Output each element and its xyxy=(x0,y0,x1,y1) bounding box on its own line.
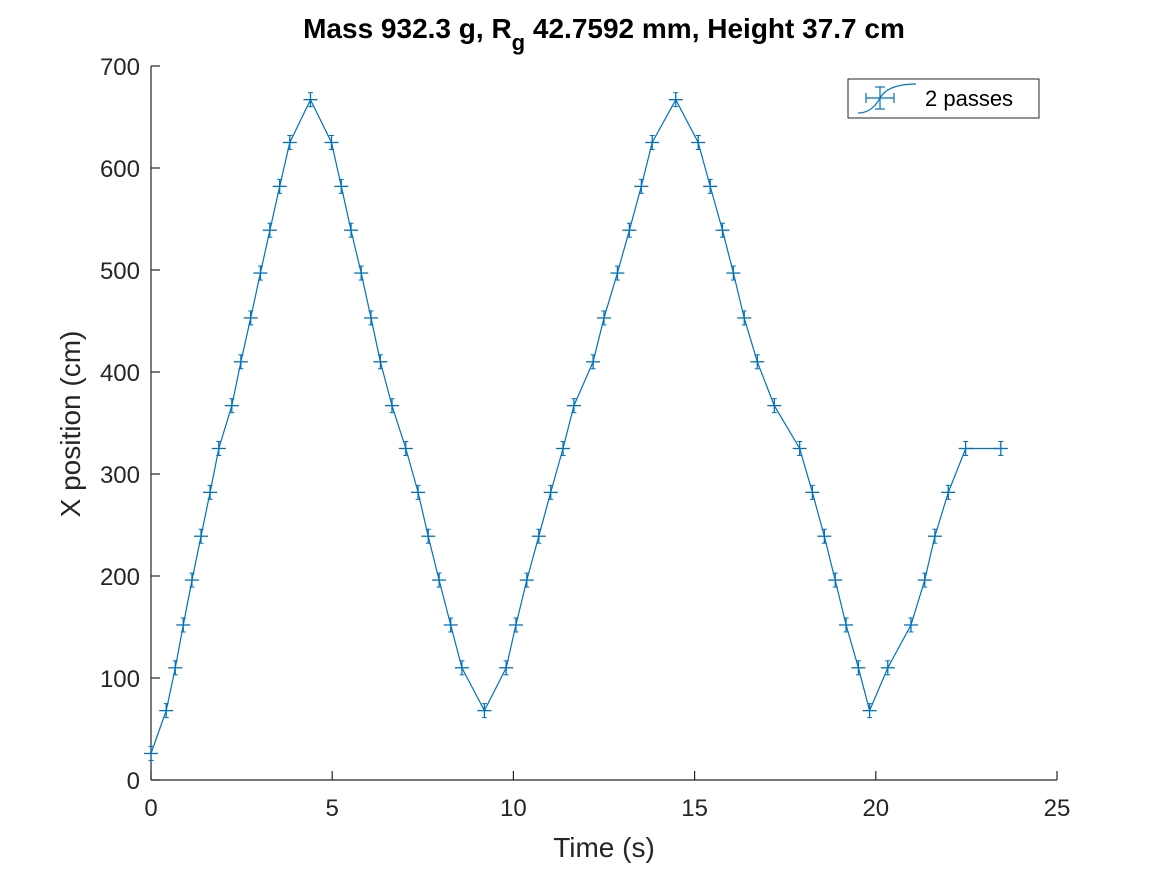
data-point xyxy=(344,222,359,238)
data-point xyxy=(726,265,741,281)
data-point xyxy=(531,528,546,544)
data-point xyxy=(556,441,571,456)
data-point xyxy=(862,703,877,719)
data-point xyxy=(373,354,388,370)
data-point xyxy=(398,441,413,456)
data-point xyxy=(411,484,426,500)
data-point xyxy=(917,572,932,588)
y-tick-label: 300 xyxy=(100,462,140,489)
data-point xyxy=(691,135,706,150)
data-point xyxy=(334,178,349,194)
data-point xyxy=(645,135,660,150)
chart-title: Mass 932.3 g, Rg 42.7592 mm, Height 37.7… xyxy=(303,13,905,55)
data-point xyxy=(253,265,268,281)
data-point xyxy=(941,484,956,500)
data-point xyxy=(363,310,378,326)
data-point xyxy=(817,528,832,544)
data-point xyxy=(477,703,492,719)
data-point xyxy=(805,484,820,500)
data-point xyxy=(519,572,534,588)
data-point xyxy=(839,617,854,633)
data-point xyxy=(144,745,158,761)
data-point xyxy=(168,660,183,676)
data-point xyxy=(194,528,209,544)
data-point xyxy=(272,178,287,194)
data-point xyxy=(792,441,807,456)
data-point xyxy=(384,398,399,414)
data-point xyxy=(927,528,942,544)
data-point xyxy=(828,572,843,588)
x-tick-label: 5 xyxy=(326,795,339,822)
data-point xyxy=(543,484,558,500)
data-point xyxy=(880,660,895,676)
x-tick-label: 25 xyxy=(1044,795,1071,822)
data-point xyxy=(282,135,297,150)
data-point xyxy=(243,310,258,326)
y-ticks: 0 100 200 300 400 500 600 700 xyxy=(100,54,160,795)
y-axis-label: X position (cm) xyxy=(55,331,86,518)
legend: 2 passes xyxy=(847,78,1040,119)
y-tick-label: 0 xyxy=(127,768,140,795)
plot-axes xyxy=(150,66,1057,781)
data-point xyxy=(993,441,1008,456)
series-line xyxy=(150,98,1001,754)
y-tick-label: 700 xyxy=(100,54,140,81)
title-subscript: g xyxy=(512,30,525,55)
data-point xyxy=(211,441,226,456)
data-point xyxy=(851,660,866,676)
x-ticks: 0 5 10 15 20 25 xyxy=(144,771,1070,822)
x-tick-label: 0 xyxy=(144,795,157,822)
data-point xyxy=(958,441,973,456)
data-point xyxy=(203,484,218,500)
data-point xyxy=(750,354,765,370)
title-main: Mass 932.3 g, R xyxy=(303,13,512,44)
data-point xyxy=(184,572,199,588)
title-rest: 42.7592 mm, Height 37.7 cm xyxy=(525,13,905,44)
x-axis-label: Time (s) xyxy=(553,832,655,863)
data-point xyxy=(634,178,649,194)
data-point xyxy=(668,92,683,108)
x-tick-label: 20 xyxy=(862,795,889,822)
data-point xyxy=(566,398,581,414)
data-point xyxy=(443,617,458,633)
legend-label: 2 passes xyxy=(925,86,1013,111)
data-point xyxy=(262,222,277,238)
data-point xyxy=(303,92,318,108)
y-tick-label: 100 xyxy=(100,666,140,693)
y-tick-label: 400 xyxy=(100,360,140,387)
data-point xyxy=(767,398,782,414)
data-point xyxy=(737,310,752,326)
data-point xyxy=(324,135,339,150)
data-point xyxy=(176,617,191,633)
x-tick-label: 10 xyxy=(500,795,527,822)
data-point xyxy=(499,660,514,676)
data-point xyxy=(610,265,625,281)
y-tick-label: 600 xyxy=(100,156,140,183)
data-point xyxy=(233,354,248,370)
data-point xyxy=(454,660,469,676)
x-tick-label: 15 xyxy=(681,795,708,822)
data-point xyxy=(597,310,611,326)
data-point xyxy=(703,178,718,194)
y-tick-label: 200 xyxy=(100,564,140,591)
legend-marker xyxy=(857,83,917,114)
data-point xyxy=(432,572,447,588)
data-point xyxy=(622,222,637,238)
data-point xyxy=(224,398,239,414)
data-point xyxy=(354,265,369,281)
data-point xyxy=(586,354,601,370)
data-point xyxy=(421,528,436,544)
data-point xyxy=(159,703,174,719)
data-point xyxy=(508,617,523,633)
series-2-passes xyxy=(144,92,1008,761)
data-point xyxy=(715,222,730,238)
y-tick-label: 500 xyxy=(100,258,140,285)
data-point xyxy=(903,617,918,633)
